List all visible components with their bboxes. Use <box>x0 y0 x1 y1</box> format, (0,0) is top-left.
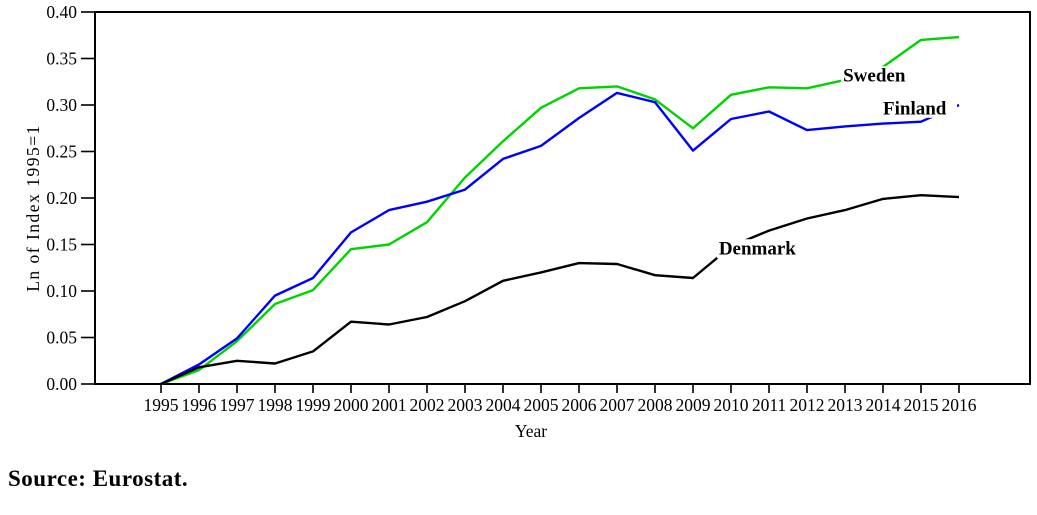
y-tick-label: 0.05 <box>46 328 77 348</box>
x-tick-label: 2016 <box>942 395 977 415</box>
y-tick-label: 0.15 <box>46 235 77 255</box>
source-note: Source: Eurostat. <box>8 466 189 491</box>
x-tick-label: 1996 <box>182 395 217 415</box>
y-tick-label: 0.00 <box>46 374 77 394</box>
series-label-bg <box>881 98 957 118</box>
x-tick-label: 2001 <box>372 395 407 415</box>
y-tick-label: 0.10 <box>46 281 77 301</box>
y-tick-label: 0.40 <box>46 2 77 22</box>
series-label-bg <box>716 239 793 259</box>
x-tick-label: 1997 <box>220 395 255 415</box>
x-tick-label: 1995 <box>144 395 179 415</box>
line-chart: 0.00 0.05 0.10 0.15 0.20 0.25 0.30 0.35 0.40 1995… <box>23 2 1031 441</box>
x-tick-label: 2015 <box>904 395 939 415</box>
x-tick-label: 2011 <box>752 395 786 415</box>
series-line-denmark <box>160 193 960 386</box>
series-label-finland: Finland <box>883 98 947 119</box>
x-tick-label: 2004 <box>486 395 521 415</box>
x-tick-label: 2010 <box>714 395 749 415</box>
series-line-sweden <box>160 35 960 386</box>
y-tick-label: 0.35 <box>46 49 77 69</box>
x-tick-label: 2008 <box>638 395 673 415</box>
x-tick-label: 2006 <box>562 395 597 415</box>
series-line-finland <box>160 91 960 386</box>
series-label-denmark: Denmark <box>719 239 796 260</box>
x-tick-label: 2000 <box>334 395 369 415</box>
x-tick-label: 2007 <box>600 395 635 415</box>
x-tick-label: 2013 <box>828 395 863 415</box>
x-axis-title: Year <box>515 421 547 441</box>
y-axis-title: Ln of Index 1995=1 <box>23 124 43 292</box>
y-tick-label: 0.20 <box>46 188 77 208</box>
series-label-bg <box>841 66 908 86</box>
series-label-sweden: Sweden <box>843 66 906 87</box>
x-tick-label: 2009 <box>676 395 711 415</box>
y-tick-label: 0.30 <box>46 95 77 115</box>
x-tick-label: 2002 <box>410 395 445 415</box>
x-tick-label: 2014 <box>866 395 901 415</box>
x-tick-label: 1998 <box>258 395 293 415</box>
x-tick-label: 2003 <box>448 395 483 415</box>
x-tick-label: 1999 <box>296 395 331 415</box>
x-tick-label: 2012 <box>790 395 825 415</box>
y-tick-label: 0.25 <box>46 142 77 162</box>
x-tick-label: 2005 <box>524 395 559 415</box>
